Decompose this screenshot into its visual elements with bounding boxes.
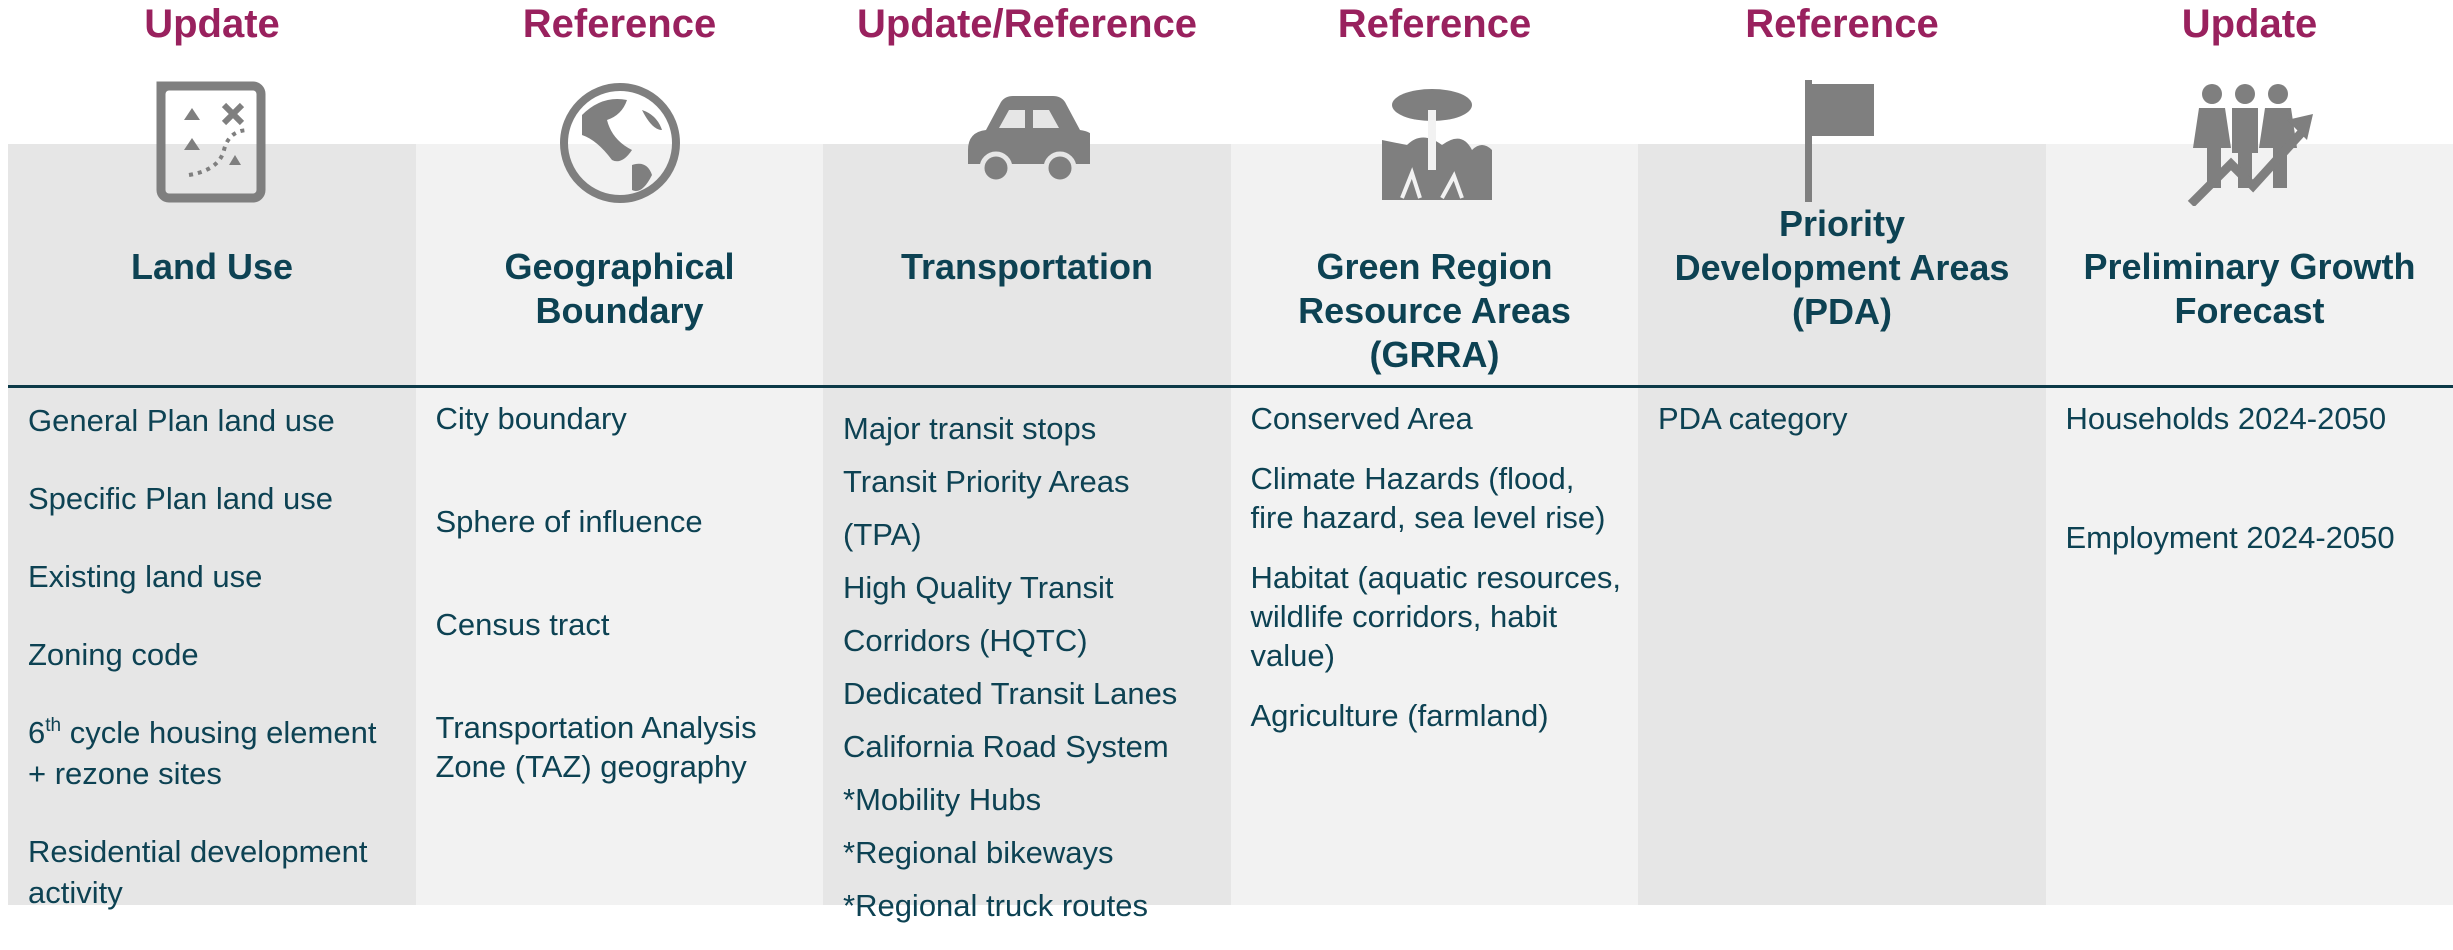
status-label: Update/Reference — [823, 0, 1231, 48]
category-icon — [964, 80, 1090, 206]
title-line: Development Areas — [1638, 246, 2046, 290]
item-text: 6 — [28, 715, 45, 750]
title-line: Forecast — [2046, 289, 2453, 333]
item-text: cycle housing element + rezone sites — [28, 715, 376, 791]
column-title: Transportation — [823, 245, 1231, 289]
list-item: Conserved Area — [1251, 399, 1625, 438]
title-line: Transportation — [823, 245, 1231, 289]
title-line: Green Region — [1231, 245, 1639, 289]
status-label: Reference — [1638, 0, 2046, 48]
column-title: Land Use — [8, 245, 416, 289]
list-item: 6th cycle housing element + rezone sites — [28, 712, 402, 794]
title-line: Preliminary Growth — [2046, 245, 2453, 289]
title-line: Land Use — [8, 245, 416, 289]
list-item: Census tract — [436, 605, 810, 644]
title-line: Boundary — [416, 289, 824, 333]
item-list: PDA category — [1658, 399, 2032, 438]
list-item: Habitat (aquatic resources, wildlife cor… — [1251, 558, 1625, 675]
list-item: Employment 2024-2050 — [2066, 518, 2440, 557]
list-item: *Mobility Hubs — [843, 773, 1211, 826]
column: Update/Reference Transportation Major tran… — [823, 0, 1231, 905]
item-superscript: th — [45, 715, 61, 736]
title-line: Priority — [1638, 202, 2046, 246]
item-list: City boundary Sphere of influence Census t… — [436, 399, 810, 850]
page: Update Land Use General Plan land use Speci… — [0, 0, 2453, 905]
title-line: Geographical — [416, 245, 824, 289]
item-list: Households 2024-2050 Employment 2024-2050 — [2066, 399, 2440, 637]
list-item: Existing land use — [28, 556, 402, 597]
list-item: *Regional truck routes — [843, 879, 1211, 932]
category-icon — [1779, 80, 1905, 206]
title-line: Resource Areas — [1231, 289, 1639, 333]
item-list: Conserved Area Climate Hazards (flood, fi… — [1251, 399, 1625, 756]
list-item: Zoning code — [28, 634, 402, 675]
status-label: Reference — [416, 0, 824, 48]
list-item: Transit Priority Areas (TPA) — [843, 455, 1211, 561]
list-item: Transportation Analysis Zone (TAZ) geogr… — [436, 708, 810, 786]
list-item: *Regional bikeways — [843, 826, 1211, 879]
list-item: California Road System — [843, 720, 1211, 773]
list-item: General Plan land use — [28, 400, 402, 441]
title-line: (PDA) — [1638, 290, 2046, 334]
status-label: Update — [8, 0, 416, 48]
list-item: Sphere of influence — [436, 502, 810, 541]
list-item: Climate Hazards (flood, fire hazard, sea… — [1251, 459, 1625, 537]
list-item: Households 2024-2050 — [2066, 399, 2440, 438]
category-icon — [2187, 80, 2313, 206]
category-icon — [1372, 80, 1498, 206]
list-item: Agriculture (farmland) — [1251, 696, 1625, 735]
title-line: (GRRA) — [1231, 333, 1639, 377]
list-item: City boundary — [436, 399, 810, 438]
status-label: Update — [2046, 0, 2453, 48]
item-list: General Plan land use Specific Plan land … — [28, 400, 402, 950]
list-item: High Quality Transit Corridors (HQTC) — [843, 561, 1211, 667]
column: Update Land Use General Plan land use Speci… — [8, 0, 416, 905]
list-item: PDA category — [1658, 399, 2032, 438]
list-item: Dedicated Transit Lanes — [843, 667, 1211, 720]
status-label: Reference — [1231, 0, 1639, 48]
header-rule — [8, 385, 2453, 388]
list-item: Residential development activity — [28, 831, 402, 913]
category-icon — [149, 80, 275, 206]
category-icon — [557, 80, 683, 206]
list-item: Specific Plan land use — [28, 478, 402, 519]
list-item: Major transit stops — [843, 402, 1211, 455]
